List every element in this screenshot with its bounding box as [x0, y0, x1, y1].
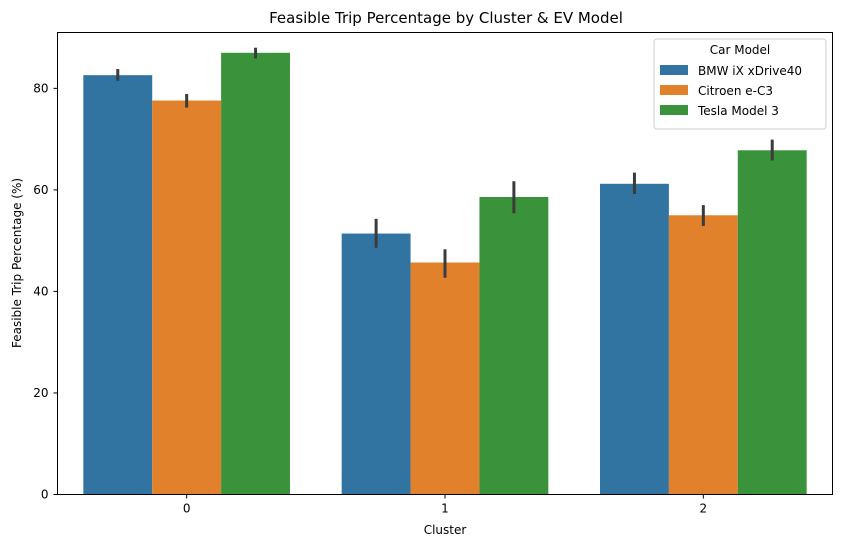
- chart-title: Feasible Trip Percentage by Cluster & EV…: [269, 9, 623, 27]
- legend-title: Car Model: [710, 43, 771, 57]
- y-axis-label: Feasible Trip Percentage (%): [10, 178, 24, 348]
- y-tick-label: 20: [33, 386, 48, 400]
- legend-swatch: [660, 65, 688, 75]
- legend-items: BMW iX xDrive40 Citroen e-C3 Tesla Model 3: [660, 64, 802, 118]
- y-tick-label: 0: [41, 488, 49, 502]
- y-tick-label: 40: [33, 284, 48, 298]
- x-tick-label: 1: [441, 502, 449, 516]
- legend: Car Model BMW iX xDrive40 Citroen e-C3 Tes…: [653, 38, 827, 130]
- bar: [479, 196, 549, 495]
- bar: [600, 183, 669, 495]
- x-tick-label: 2: [700, 502, 708, 516]
- legend-label: BMW iX xDrive40: [698, 64, 802, 78]
- bar: [152, 100, 222, 495]
- y-tick-label: 60: [33, 183, 48, 197]
- legend-label: Tesla Model 3: [697, 104, 779, 118]
- bar: [737, 150, 807, 495]
- error-bars-layer: [116, 47, 774, 278]
- y-axis-ticks: 0 20 40 60 80: [33, 81, 58, 502]
- legend-label: Citroen e-C3: [698, 84, 773, 98]
- bar: [668, 215, 738, 495]
- bar: [221, 52, 290, 495]
- x-tick-label: 0: [183, 502, 191, 516]
- bar: [410, 262, 480, 495]
- legend-swatch: [660, 105, 688, 115]
- bar: [341, 233, 411, 495]
- legend-swatch: [660, 85, 688, 95]
- bars-layer: [83, 52, 807, 495]
- x-axis-ticks: 0 1 2: [183, 494, 708, 516]
- legend-frame: [653, 38, 827, 130]
- bar: [83, 75, 153, 495]
- x-axis-label: Cluster: [424, 523, 467, 537]
- y-tick-label: 80: [33, 81, 48, 95]
